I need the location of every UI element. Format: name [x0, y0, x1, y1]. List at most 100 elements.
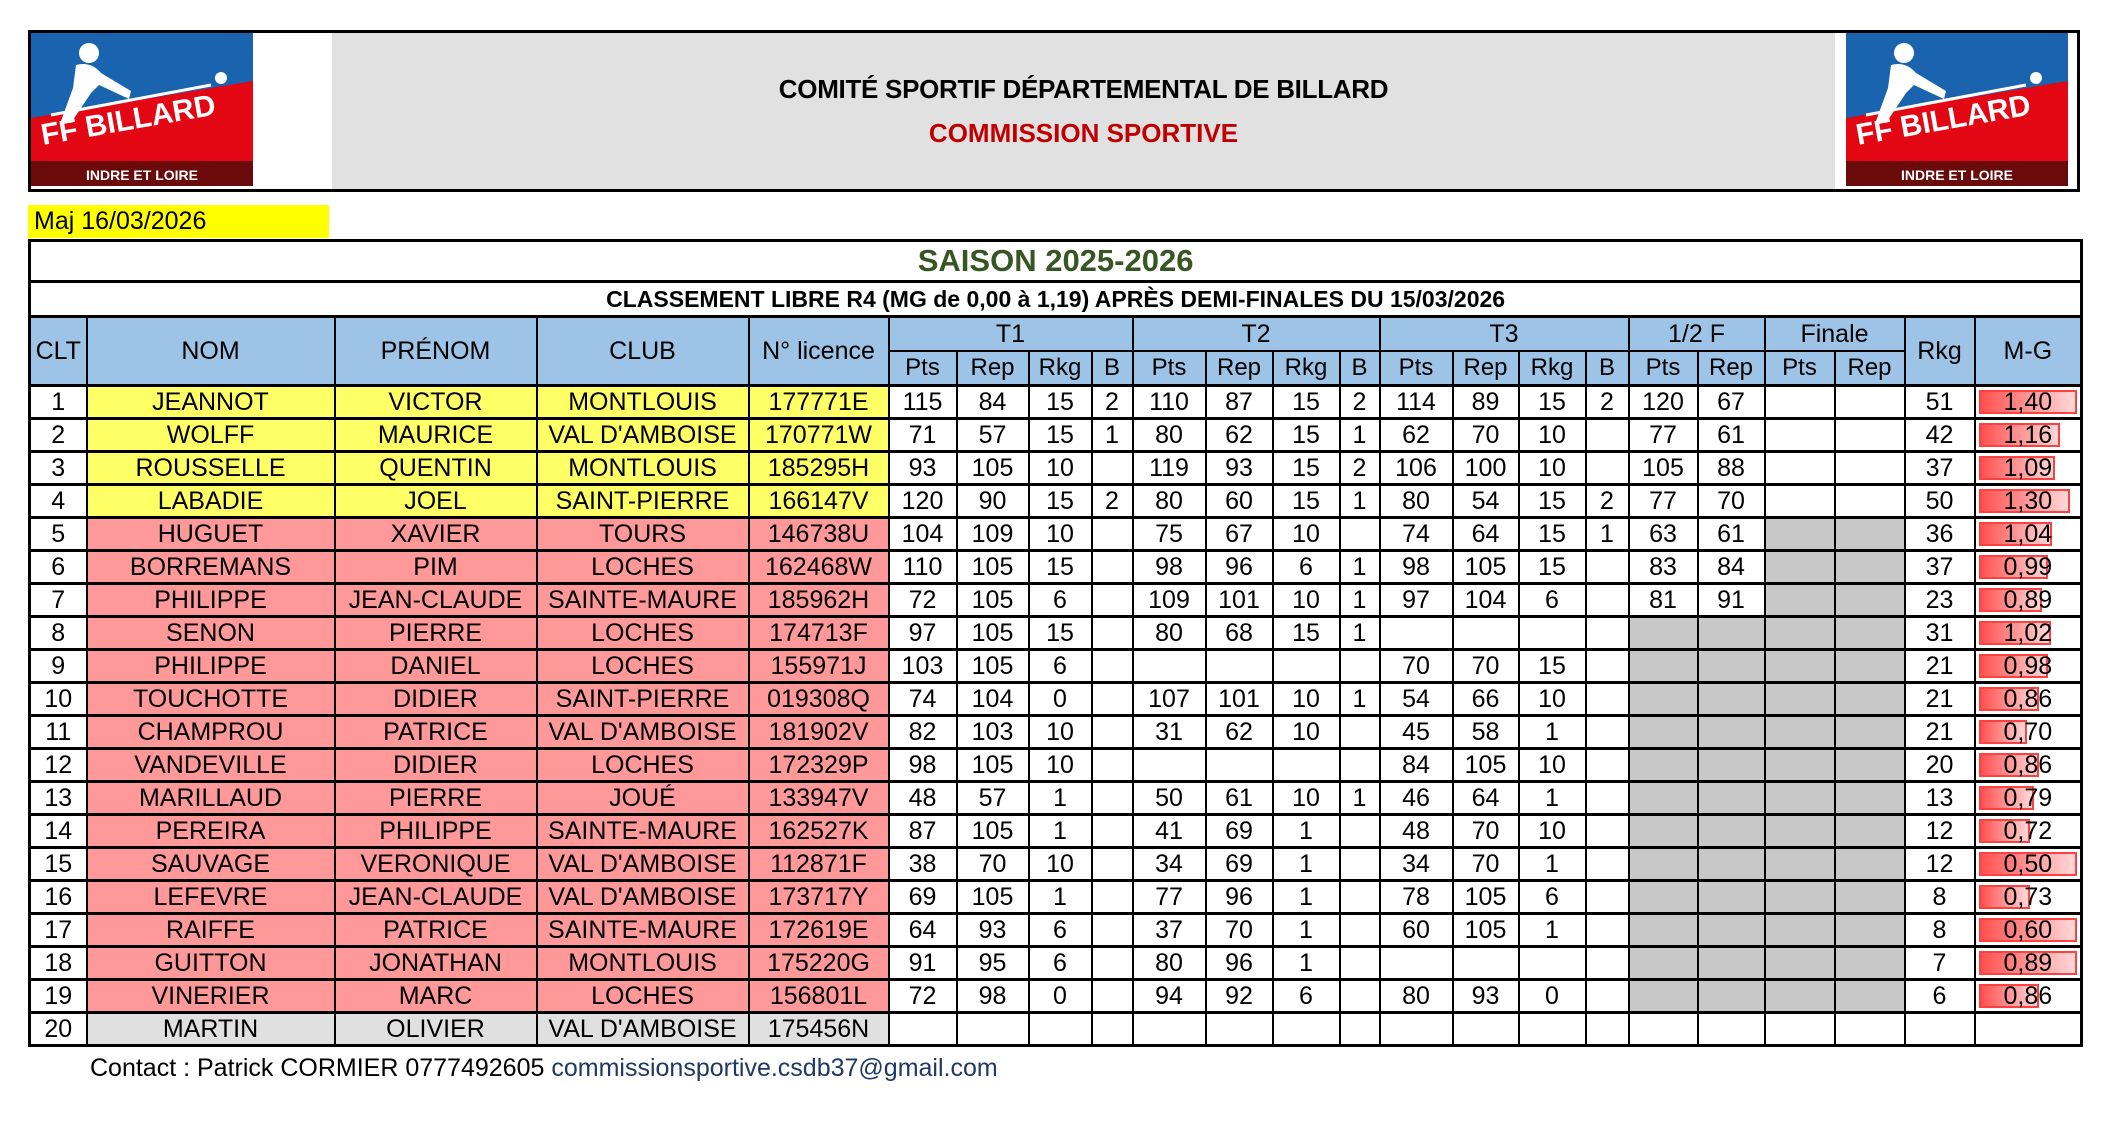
cell-rkg: 23	[1903, 582, 1976, 618]
cell-rkg: 20	[1903, 747, 1976, 783]
cell-clt: 6	[28, 549, 88, 585]
cell-t1-pts: 104	[887, 516, 958, 552]
cell-t2-b: 1	[1338, 582, 1381, 618]
cell-t2-pts: 77	[1131, 879, 1207, 915]
season-title: SAISON 2025-2026	[27, 239, 2084, 283]
cell-club: SAINTE-MAURE	[535, 813, 750, 849]
table-row: 3 ROUSSELLE QUENTIN MONTLOUIS 185295H 93 105 10…	[28, 450, 2083, 486]
cell-t2-rep: 92	[1204, 978, 1274, 1014]
cell-t3-rkg	[1517, 615, 1587, 651]
cell-t2-rep	[1204, 648, 1274, 684]
mg-value: 0,89	[2003, 949, 2053, 977]
mg-data-bar	[1978, 786, 2034, 810]
col-header-t1: T1	[887, 315, 1134, 352]
cell-clt: 8	[28, 615, 88, 651]
cell-mg: 1,04	[1973, 516, 2083, 552]
cell-t3-pts: 80	[1378, 483, 1454, 519]
cell-t3-rkg: 15	[1517, 549, 1587, 585]
cell-t1-rep: 105	[955, 549, 1030, 585]
cell-t3-b	[1584, 615, 1630, 651]
subheader-pts: Pts	[1131, 350, 1207, 387]
cell-rkg: 21	[1903, 648, 1976, 684]
cell-t3-b	[1584, 714, 1630, 750]
cell-t2-rep	[1204, 747, 1274, 783]
cell-t2-pts	[1131, 747, 1207, 783]
cell-t2-b	[1338, 1011, 1381, 1047]
cell-t3-rkg: 15	[1517, 516, 1587, 552]
cell-finale-rep	[1833, 978, 1906, 1014]
cell-t1-pts: 103	[887, 648, 958, 684]
cell-semi-rep	[1696, 648, 1766, 684]
cell-t2-rep	[1204, 1011, 1274, 1047]
cell-t3-b	[1584, 450, 1630, 486]
cell-t3-pts: 106	[1378, 450, 1454, 486]
cell-t3-rep: 70	[1451, 648, 1520, 684]
cell-t2-rep: 96	[1204, 945, 1274, 981]
mg-value: 0,98	[2003, 652, 2053, 680]
cell-prenom: MAURICE	[333, 417, 538, 453]
cell-finale-pts	[1763, 978, 1836, 1014]
cell-t3-rep: 64	[1451, 780, 1520, 816]
cell-mg: 0,86	[1973, 681, 2083, 717]
cell-nom: MARILLAUD	[85, 780, 336, 816]
cell-t1-rep: 93	[955, 912, 1030, 948]
cell-semi-pts	[1627, 912, 1699, 948]
cell-t1-rkg: 10	[1027, 846, 1093, 882]
cell-t1-rkg: 1	[1027, 813, 1093, 849]
cell-t3-rkg: 10	[1517, 417, 1587, 453]
cell-t1-pts: 72	[887, 978, 958, 1014]
cell-mg: 0,89	[1973, 582, 2083, 618]
cell-mg	[1973, 1011, 2083, 1047]
table-row: 12 VANDEVILLE DIDIER LOCHES 172329P 98 105 10 84…	[28, 747, 2083, 783]
contact-email-link[interactable]: commissionsportive.csdb37@gmail.com	[551, 1054, 998, 1082]
cell-nom: RAIFFE	[85, 912, 336, 948]
subheader-pts: Pts	[1378, 350, 1454, 387]
table-row: 14 PEREIRA PHILIPPE SAINTE-MAURE 162527K 87 10…	[28, 813, 2083, 849]
cell-t2-pts: 50	[1131, 780, 1207, 816]
cell-semi-rep: 61	[1696, 417, 1766, 453]
cell-semi-rep	[1696, 945, 1766, 981]
cell-t2-rep: 62	[1204, 417, 1274, 453]
cell-licence: 112871F	[747, 846, 890, 882]
cell-mg: 0,98	[1973, 648, 2083, 684]
cell-mg: 0,99	[1973, 549, 2083, 585]
cell-t2-pts	[1131, 1011, 1207, 1047]
cell-t2-b	[1338, 516, 1381, 552]
cell-t1-rkg: 0	[1027, 978, 1093, 1014]
cell-semi-pts	[1627, 780, 1699, 816]
cell-t3-b: 2	[1584, 384, 1630, 420]
cell-prenom: JONATHAN	[333, 945, 538, 981]
cell-prenom: VERONIQUE	[333, 846, 538, 882]
cell-finale-pts	[1763, 945, 1836, 981]
ranking-table: SAISON 2025-2026 CLASSEMENT LIBRE R4 (MG…	[27, 239, 2084, 1047]
mg-data-bar	[1978, 852, 2078, 876]
cell-t3-rkg	[1517, 1011, 1587, 1047]
cell-semi-pts: 81	[1627, 582, 1699, 618]
mg-data-bar	[1978, 621, 2051, 645]
table-row: 7 PHILIPPE JEAN-CLAUDE SAINTE-MAURE 185962H 7…	[28, 582, 2083, 618]
cell-t3-pts: 46	[1378, 780, 1454, 816]
cell-t2-b	[1338, 945, 1381, 981]
main-content: SAISON 2025-2026 CLASSEMENT LIBRE R4 (MG…	[27, 239, 2084, 1083]
cell-t1-pts: 115	[887, 384, 958, 420]
cell-finale-rep	[1833, 1011, 1906, 1047]
cell-t3-b	[1584, 912, 1630, 948]
cell-prenom: QUENTIN	[333, 450, 538, 486]
cell-t1-b: 1	[1090, 417, 1134, 453]
cell-t2-rkg: 6	[1271, 549, 1341, 585]
cell-t2-rkg: 15	[1271, 483, 1341, 519]
cell-t2-pts: 80	[1131, 483, 1207, 519]
cell-semi-rep	[1696, 813, 1766, 849]
cell-t1-rkg: 6	[1027, 912, 1093, 948]
cell-t3-rep: 89	[1451, 384, 1520, 420]
cell-rkg: 6	[1903, 978, 1976, 1014]
cell-semi-pts	[1627, 813, 1699, 849]
cell-t2-b	[1338, 978, 1381, 1014]
cell-t3-rep: 66	[1451, 681, 1520, 717]
cell-semi-rep	[1696, 747, 1766, 783]
cell-t3-b	[1584, 747, 1630, 783]
cell-t1-pts: 91	[887, 945, 958, 981]
cell-prenom: JEAN-CLAUDE	[333, 879, 538, 915]
table-row: 16 LEFEVRE JEAN-CLAUDE VAL D'AMBOISE 173717Y…	[28, 879, 2083, 915]
cell-mg: 0,72	[1973, 813, 2083, 849]
